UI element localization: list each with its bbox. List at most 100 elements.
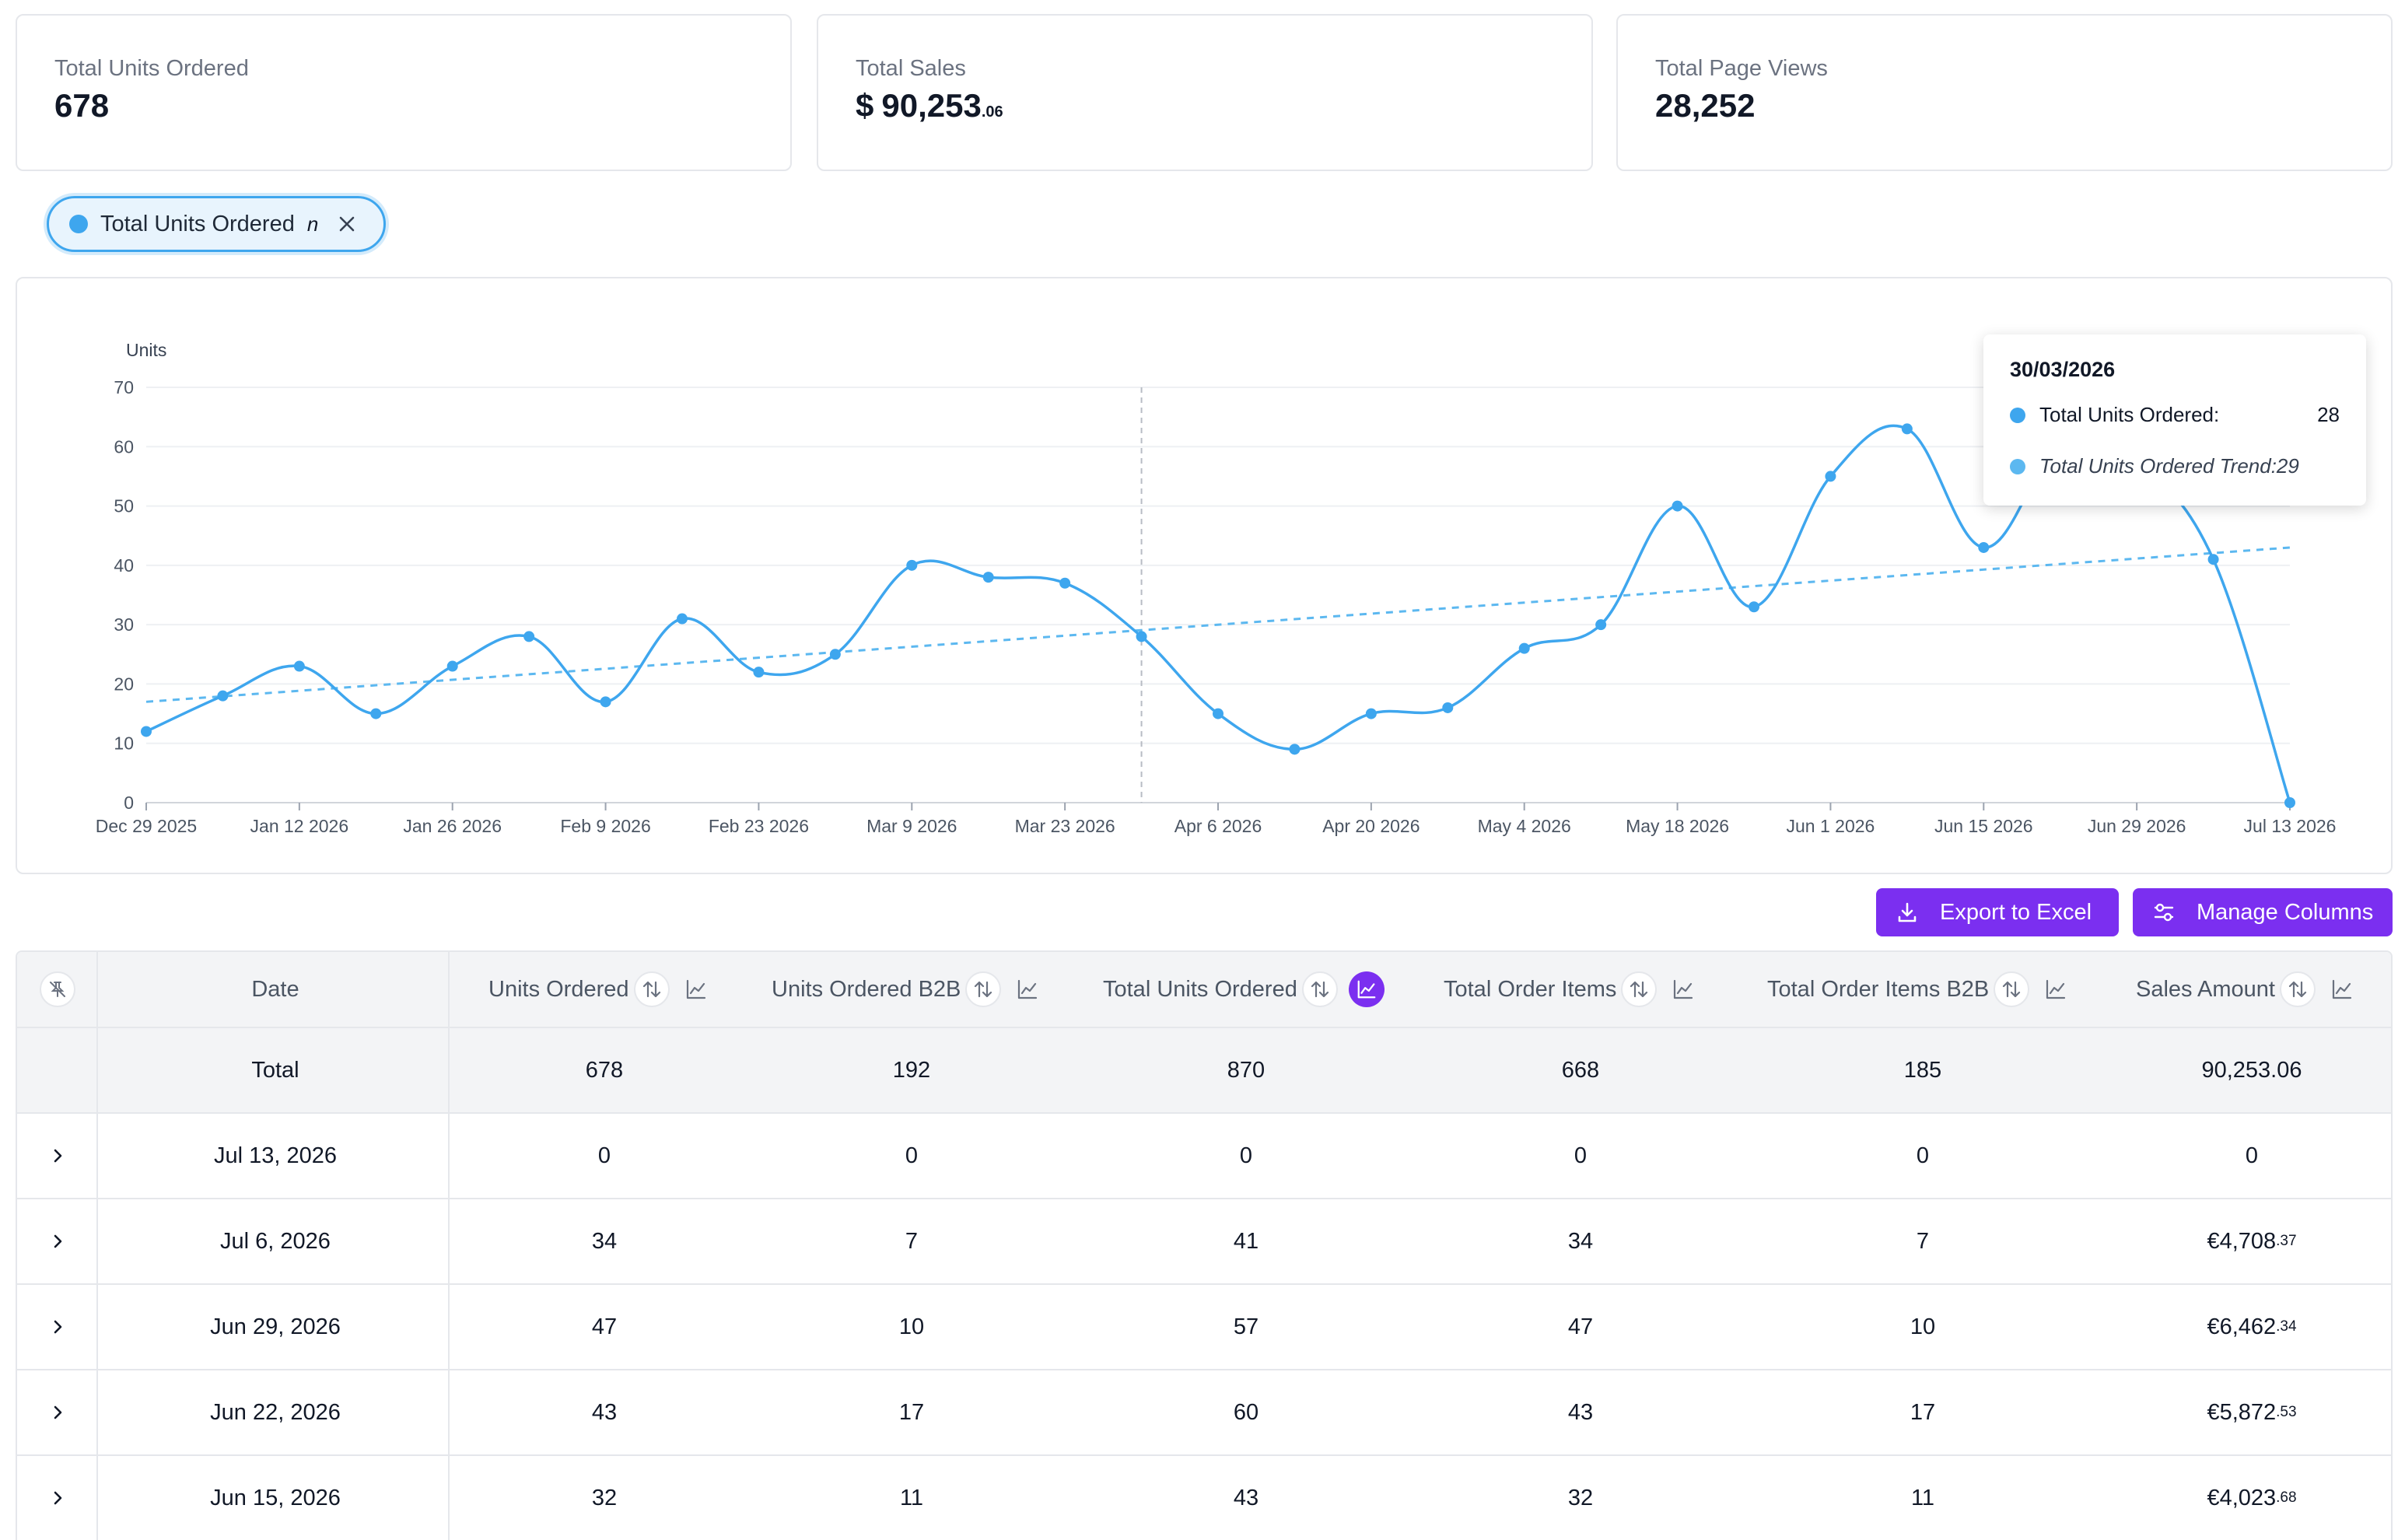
sales-cell: €4,023.68 (2109, 1456, 2391, 1540)
chevron-right-icon[interactable] (47, 1488, 68, 1508)
value-cell: 7 (905, 1228, 919, 1254)
sales-cell: €5,872.53 (2109, 1370, 2391, 1454)
data-point (1365, 708, 1377, 719)
value-cell: 34 (591, 1228, 618, 1254)
chart-card: 0 10 20 30 40 50 60 70 Units Dec 29 2025 Jan 12 20… (16, 277, 2393, 874)
tooltip-row-trend: Total Units Ordered Trend: 29 (2010, 454, 2340, 478)
expand-row-toggle[interactable] (17, 1285, 98, 1369)
x-tick-label: Apr 20 2026 (1322, 816, 1420, 836)
x-tick-label: Feb 9 2026 (560, 816, 650, 836)
kpi-label: Total Units Ordered (54, 56, 249, 81)
expand-row-toggle[interactable] (17, 1114, 98, 1198)
sales-cell: €6,462.34 (2109, 1285, 2391, 1369)
date-cell: Jun 22, 2026 (210, 1399, 341, 1425)
y-tick-label: 0 (124, 793, 134, 813)
expand-row-toggle[interactable] (17, 1199, 98, 1283)
series-line-total-units-ordered (145, 424, 2291, 803)
sort-icon[interactable] (2279, 971, 2316, 1007)
col-header-total-order-items-b2b[interactable]: Total Order Items B2B (1752, 952, 2109, 1027)
date-cell: Jun 29, 2026 (210, 1314, 341, 1339)
col-header-total-units-ordered[interactable]: Total Units Ordered (1083, 952, 1417, 1027)
chart-toggle-icon-active[interactable] (1348, 971, 1385, 1007)
data-point (523, 631, 535, 642)
y-tick-label: 50 (114, 496, 134, 516)
chart-toggle-icon[interactable] (1668, 974, 1699, 1005)
col-header-units-ordered[interactable]: Units Ordered (453, 952, 756, 1027)
sales-cents: .68 (2276, 1489, 2297, 1506)
data-point (446, 660, 458, 672)
data-point (600, 696, 611, 708)
total-cell: 870 (1227, 1057, 1266, 1083)
unpin-icon[interactable] (40, 971, 75, 1007)
sales-cell: €4,708.37 (2109, 1199, 2391, 1283)
data-point (1672, 500, 1683, 512)
close-icon[interactable] (335, 212, 359, 236)
chip-label: Total Units Ordered (100, 211, 295, 236)
expand-row-toggle[interactable] (17, 1370, 98, 1454)
x-tick-label: Feb 23 2026 (709, 816, 809, 836)
series-filter-chip[interactable]: Total Units Ordered n (47, 196, 386, 252)
kpi-label: Total Sales (856, 56, 966, 81)
sort-icon[interactable] (1621, 971, 1658, 1007)
data-point (753, 667, 765, 678)
chart-toggle-icon[interactable] (2326, 974, 2358, 1005)
value-cell: 34 (1567, 1228, 1594, 1254)
col-header-sales-amount[interactable]: Sales Amount (2109, 952, 2391, 1027)
col-header-total-order-items[interactable]: Total Order Items (1417, 952, 1752, 1027)
table-row[interactable]: Jun 15, 2026 32 11 43 32 11 €4,023.68 (17, 1456, 2391, 1540)
sales-value: €4,708 (2207, 1228, 2277, 1254)
tooltip-label: Total Units Ordered Trend: (2039, 454, 2277, 478)
total-cell: 192 (892, 1057, 931, 1083)
sales-value: €5,872 (2207, 1399, 2277, 1425)
x-tick-label: Jul 13 2026 (2244, 816, 2337, 836)
value-cell: 0 (1239, 1143, 1253, 1168)
col-header-date[interactable]: Date (251, 976, 299, 1002)
col-header-label: Total Order Items (1444, 976, 1617, 1002)
col-header-units-ordered-b2b[interactable]: Units Ordered B2B (756, 952, 1083, 1027)
x-tick-label: Jan 26 2026 (403, 816, 502, 836)
data-point (829, 649, 841, 660)
series-dot (2010, 407, 2025, 423)
value-cell: 0 (905, 1143, 919, 1168)
chevron-right-icon[interactable] (47, 1231, 68, 1251)
value-cell: 47 (591, 1314, 618, 1339)
kpi-value: 678 (54, 87, 110, 124)
kpi-value: 28,252 (1655, 87, 1756, 124)
data-table: Date Units Ordered Units Ordered B2B Tot… (16, 950, 2393, 1540)
chevron-right-icon[interactable] (47, 1317, 68, 1337)
value-cell: 32 (591, 1485, 618, 1510)
tooltip-date: 30/03/2026 (2010, 358, 2116, 381)
sort-icon[interactable] (1301, 971, 1338, 1007)
kpi-value-cents: .06 (981, 103, 1003, 121)
value-cell: 43 (1233, 1485, 1259, 1510)
kpi-card-pageviews: Total Page Views 28,252 (1616, 14, 2393, 171)
chart-toggle-icon[interactable] (1012, 974, 1043, 1005)
chevron-right-icon[interactable] (47, 1402, 68, 1423)
manage-columns-button[interactable]: Manage Columns (2133, 888, 2393, 936)
chart-toggle-icon[interactable] (2040, 974, 2071, 1005)
sort-icon[interactable] (965, 971, 1002, 1007)
sort-icon[interactable] (1994, 971, 2030, 1007)
x-tick-label: Mar 9 2026 (866, 816, 957, 836)
y-tick-label: 60 (114, 436, 134, 457)
x-tick-label: Jun 29 2026 (2088, 816, 2186, 836)
export-excel-button[interactable]: Export to Excel (1876, 888, 2119, 936)
sort-icon[interactable] (633, 971, 670, 1007)
pin-toggle[interactable] (17, 952, 98, 1027)
chevron-right-icon[interactable] (47, 1146, 68, 1166)
data-point (1901, 423, 1913, 435)
table-row[interactable]: Jun 22, 2026 43 17 60 43 17 €5,872.53 (17, 1370, 2391, 1456)
expand-row-toggle[interactable] (17, 1456, 98, 1540)
sales-value: 0 (2245, 1143, 2259, 1168)
manage-label: Manage Columns (2197, 899, 2374, 925)
table-row[interactable]: Jul 13, 2026 0 0 0 0 0 0 (17, 1114, 2391, 1199)
value-cell: 10 (898, 1314, 925, 1339)
chart-toggle-icon[interactable] (681, 974, 712, 1005)
data-point (370, 708, 382, 719)
x-tick-label: Apr 6 2026 (1174, 816, 1262, 836)
sales-cell: 0 (2109, 1114, 2391, 1198)
table-row[interactable]: Jun 29, 2026 47 10 57 47 10 €6,462.34 (17, 1285, 2391, 1370)
currency-symbol: $ (856, 87, 874, 124)
table-row[interactable]: Jul 6, 2026 34 7 41 34 7 €4,708.37 (17, 1199, 2391, 1285)
total-cell: 668 (1561, 1057, 1600, 1083)
